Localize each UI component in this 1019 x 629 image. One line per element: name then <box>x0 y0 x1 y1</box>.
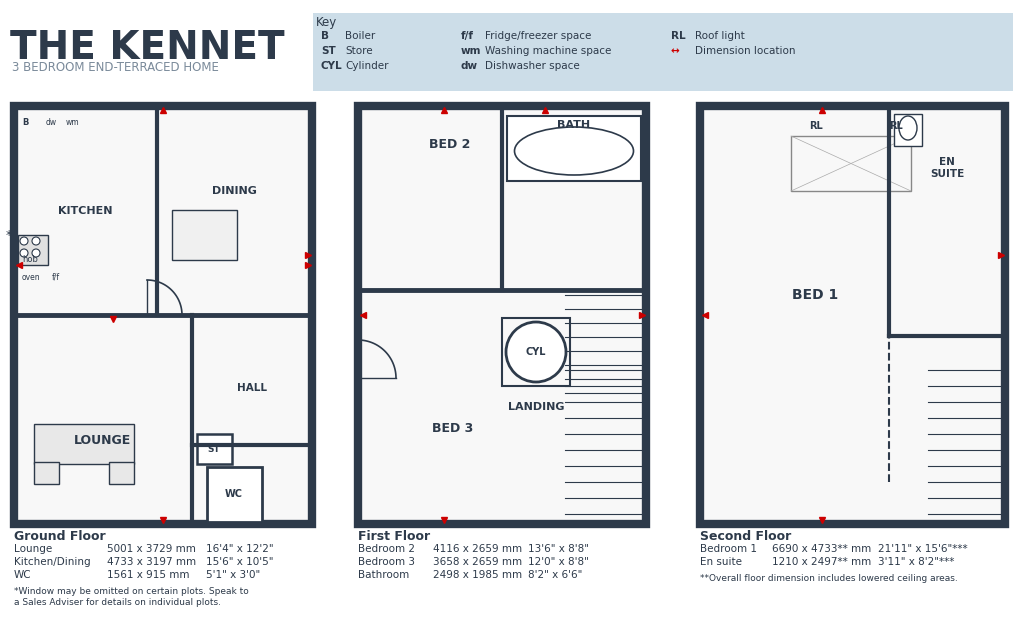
Bar <box>18 235 48 265</box>
Text: Dishwasher space: Dishwasher space <box>484 61 579 71</box>
Text: En suite: En suite <box>699 557 741 567</box>
Text: a Sales Adviser for details on individual plots.: a Sales Adviser for details on individua… <box>14 598 221 607</box>
Text: Cylinder: Cylinder <box>344 61 388 71</box>
Text: Roof light: Roof light <box>694 31 744 41</box>
Bar <box>501 318 570 386</box>
Text: CYL: CYL <box>525 347 546 357</box>
Text: ST: ST <box>208 445 220 454</box>
Text: LANDING: LANDING <box>507 402 564 412</box>
Circle shape <box>20 249 28 257</box>
Text: **Overall floor dimension includes lowered ceiling areas.: **Overall floor dimension includes lower… <box>699 574 957 583</box>
Bar <box>109 462 133 484</box>
Bar <box>34 424 133 464</box>
Text: KITCHEN: KITCHEN <box>58 206 112 216</box>
Text: THE KENNET: THE KENNET <box>10 29 284 67</box>
Text: Washing machine space: Washing machine space <box>484 46 610 56</box>
Text: wm: wm <box>66 118 79 127</box>
Text: Bedroom 2: Bedroom 2 <box>358 544 415 554</box>
Text: 1210 x 2497** mm: 1210 x 2497** mm <box>771 557 870 567</box>
Text: 3 BEDROOM END-TERRACED HOME: 3 BEDROOM END-TERRACED HOME <box>12 61 219 74</box>
Text: B: B <box>22 118 29 127</box>
Text: *: * <box>6 228 12 242</box>
Text: dw: dw <box>461 61 478 71</box>
Bar <box>790 136 910 191</box>
Bar <box>893 114 921 146</box>
Ellipse shape <box>898 116 916 140</box>
Bar <box>699 106 1004 524</box>
Text: 12'0" x 8'8": 12'0" x 8'8" <box>528 557 588 567</box>
Text: Ground Floor: Ground Floor <box>14 530 106 543</box>
Text: 3'11" x 8'2"***: 3'11" x 8'2"*** <box>877 557 954 567</box>
Text: CYL: CYL <box>321 61 342 71</box>
Text: WC: WC <box>14 570 32 580</box>
Circle shape <box>32 237 40 245</box>
Text: WC: WC <box>225 489 243 499</box>
Circle shape <box>505 322 566 382</box>
Text: 21'11" x 15'6"***: 21'11" x 15'6"*** <box>877 544 967 554</box>
Bar <box>313 13 1012 91</box>
Text: 6690 x 4733** mm: 6690 x 4733** mm <box>771 544 870 554</box>
Text: ST: ST <box>321 46 335 56</box>
Text: oven: oven <box>22 273 41 282</box>
Circle shape <box>32 249 40 257</box>
Bar <box>506 116 640 181</box>
Text: 2498 x 1985 mm: 2498 x 1985 mm <box>433 570 522 580</box>
Text: BED 2: BED 2 <box>429 138 470 152</box>
Text: First Floor: First Floor <box>358 530 430 543</box>
Bar <box>14 106 312 524</box>
Text: Boiler: Boiler <box>344 31 375 41</box>
Text: hob: hob <box>22 255 38 264</box>
Text: Dimension location: Dimension location <box>694 46 795 56</box>
Circle shape <box>20 237 28 245</box>
Text: 13'6" x 8'8": 13'6" x 8'8" <box>528 544 588 554</box>
Text: Lounge: Lounge <box>14 544 52 554</box>
Text: 1561 x 915 mm: 1561 x 915 mm <box>107 570 190 580</box>
Text: RL: RL <box>671 31 685 41</box>
Text: dw: dw <box>46 118 57 127</box>
Text: Bathroom: Bathroom <box>358 570 409 580</box>
Text: Kitchen/Dining: Kitchen/Dining <box>14 557 91 567</box>
Text: BED 1: BED 1 <box>791 288 838 302</box>
Text: Key: Key <box>316 16 337 29</box>
Text: Bedroom 3: Bedroom 3 <box>358 557 415 567</box>
Bar <box>172 210 236 260</box>
Text: 5'1" x 3'0": 5'1" x 3'0" <box>206 570 260 580</box>
Text: RL: RL <box>889 121 902 131</box>
Text: 15'6" x 10'5": 15'6" x 10'5" <box>206 557 273 567</box>
Text: Bedroom 1: Bedroom 1 <box>699 544 756 554</box>
Text: 5001 x 3729 mm: 5001 x 3729 mm <box>107 544 196 554</box>
Bar <box>358 106 645 524</box>
Text: f/f: f/f <box>52 273 60 282</box>
Text: *Window may be omitted on certain plots. Speak to: *Window may be omitted on certain plots.… <box>14 587 249 596</box>
Text: f/f: f/f <box>461 31 474 41</box>
Bar <box>207 467 262 522</box>
Text: EN
SUITE: EN SUITE <box>929 157 963 179</box>
Text: wm: wm <box>461 46 481 56</box>
Text: HALL: HALL <box>236 383 267 393</box>
Text: 4116 x 2659 mm: 4116 x 2659 mm <box>433 544 522 554</box>
Text: Store: Store <box>344 46 372 56</box>
Text: BED 3: BED 3 <box>432 421 473 435</box>
Ellipse shape <box>514 127 633 175</box>
Text: LOUNGE: LOUNGE <box>74 434 131 447</box>
Text: DINING: DINING <box>211 186 256 196</box>
Text: 3658 x 2659 mm: 3658 x 2659 mm <box>433 557 522 567</box>
Text: RL: RL <box>808 121 822 131</box>
Bar <box>197 434 231 464</box>
Text: BATH: BATH <box>557 120 590 130</box>
Text: 16'4" x 12'2": 16'4" x 12'2" <box>206 544 273 554</box>
Text: Second Floor: Second Floor <box>699 530 791 543</box>
Text: 4733 x 3197 mm: 4733 x 3197 mm <box>107 557 196 567</box>
Bar <box>34 462 59 484</box>
Text: 8'2" x 6'6": 8'2" x 6'6" <box>528 570 582 580</box>
Text: ↔: ↔ <box>671 46 679 56</box>
Text: B: B <box>321 31 329 41</box>
Text: Fridge/freezer space: Fridge/freezer space <box>484 31 591 41</box>
